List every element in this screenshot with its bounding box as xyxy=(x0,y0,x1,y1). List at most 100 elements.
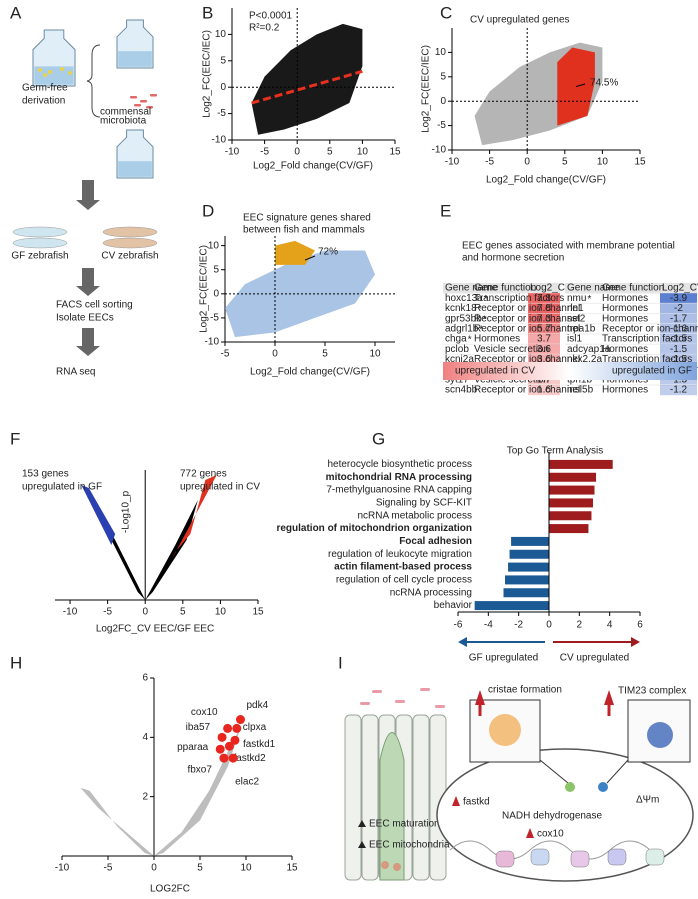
point-label: clpxa xyxy=(243,722,267,733)
up-arrow xyxy=(358,820,366,827)
highlight-point xyxy=(228,753,238,763)
panel-label: D xyxy=(202,201,214,220)
y-tick-label: 10 xyxy=(435,47,447,58)
fastkd-label: fastkd xyxy=(463,797,490,808)
y-axis-label: Log2_FC(EEC/IEC) xyxy=(199,245,210,333)
gene-name: adcyap1a xyxy=(567,344,611,355)
up-arrow xyxy=(604,690,614,705)
gene-function: Receptor or ion channel xyxy=(602,324,698,335)
sorting-label: Isolate EECs xyxy=(56,313,114,324)
chart-title: CV upregulated genes xyxy=(470,15,570,26)
mitochondrion xyxy=(436,748,694,882)
panel-label: C xyxy=(440,3,452,22)
fish xyxy=(12,226,68,238)
column-header: Gene function xyxy=(602,283,664,294)
point-cloud xyxy=(251,23,363,135)
y-tick-label: -10 xyxy=(212,135,227,146)
inset xyxy=(627,699,691,763)
bar xyxy=(549,485,595,495)
gene-function: Hormones xyxy=(602,293,648,304)
gene-function: Receptor or ion channel xyxy=(474,313,580,324)
panel-label: E xyxy=(440,201,451,220)
up-arrow xyxy=(358,841,366,848)
x-tick-label: -2 xyxy=(514,620,523,631)
fit-line xyxy=(251,69,363,105)
gene-name: nmu xyxy=(567,293,586,304)
bar xyxy=(549,524,589,534)
point-cloud xyxy=(145,500,198,600)
value-text: 7.8 xyxy=(537,303,551,314)
bar xyxy=(508,562,549,572)
down-arrow xyxy=(76,328,100,356)
up-arrow xyxy=(475,690,485,705)
bacterium xyxy=(420,688,430,691)
gene-name: kcnj2a xyxy=(445,354,474,365)
panel-label: B xyxy=(202,3,213,22)
respiratory-complex xyxy=(530,848,550,866)
nadh-label: NADH dehydrogenase xyxy=(502,811,602,822)
y-tick-label: 5 xyxy=(220,55,226,66)
gene-function: Vesicle secretion xyxy=(474,344,549,355)
x-tick-label: 0 xyxy=(272,349,278,360)
value-text: -1.2 xyxy=(670,385,688,396)
y-tick-label: -5 xyxy=(217,108,226,119)
point-cloud xyxy=(81,485,116,545)
value-text: -1.5 xyxy=(670,334,688,345)
microbiota-label: microbiota xyxy=(100,116,147,127)
x-tick-label: 15 xyxy=(252,607,264,618)
embryo xyxy=(68,71,72,75)
column-header: Gene name xyxy=(567,283,620,294)
chart-title: EEC signature genes shared xyxy=(243,213,371,224)
x-tick-label: 0 xyxy=(294,147,300,158)
highlight-point xyxy=(232,723,242,733)
star: * xyxy=(479,325,483,336)
bar xyxy=(549,472,597,482)
respiratory-complex xyxy=(645,848,665,866)
value-cell xyxy=(660,344,697,355)
protein xyxy=(598,782,608,792)
bar xyxy=(549,459,613,469)
x-tick-label: 4 xyxy=(607,620,613,631)
leader xyxy=(539,759,569,784)
legend-gradient xyxy=(443,362,697,380)
arrow-label: GF upregulated xyxy=(469,653,539,664)
microbe xyxy=(130,96,137,99)
highlight-point xyxy=(235,715,245,725)
fish xyxy=(102,226,158,238)
column-header: Log2_CV/GF xyxy=(530,283,588,294)
x-tick-label: -5 xyxy=(485,157,494,168)
point-cloud xyxy=(80,787,154,856)
table-title: EEC genes associated with membrane poten… xyxy=(462,241,675,252)
annotation: 153 genes xyxy=(22,469,69,480)
gene-function: Hormones xyxy=(602,303,648,314)
gene-function: Receptor or ion channel xyxy=(474,303,580,314)
sorting-label: FACS cell sorting xyxy=(56,300,133,311)
value-cell xyxy=(528,354,560,365)
star: * xyxy=(484,294,488,305)
cell xyxy=(412,714,430,881)
y-tick-label: 6 xyxy=(142,673,148,684)
point-label: elac2 xyxy=(235,777,259,788)
gene-function: Transcription factors xyxy=(602,354,692,365)
panel-label: I xyxy=(338,653,343,672)
legend-label: upregulated in GF xyxy=(612,366,692,377)
cell xyxy=(344,714,362,881)
flask-liquid xyxy=(118,51,152,67)
column-header: Log2_CV/GF xyxy=(662,283,698,294)
fish xyxy=(102,237,158,249)
panel-label: H xyxy=(10,653,22,672)
bar xyxy=(503,588,549,598)
embryo xyxy=(38,68,42,72)
column-header: Gene function xyxy=(474,283,536,294)
gene-function: Hormones xyxy=(602,313,648,324)
cell xyxy=(361,714,379,881)
embryo xyxy=(43,73,47,77)
value-text: 3.7 xyxy=(537,334,551,345)
value-text: -1.5 xyxy=(670,344,688,355)
category-label: ncRNA metabolic process xyxy=(358,510,473,521)
column-header: Gene name xyxy=(445,283,498,294)
value-text: 3.6 xyxy=(537,344,551,355)
arrow-head xyxy=(458,637,467,647)
